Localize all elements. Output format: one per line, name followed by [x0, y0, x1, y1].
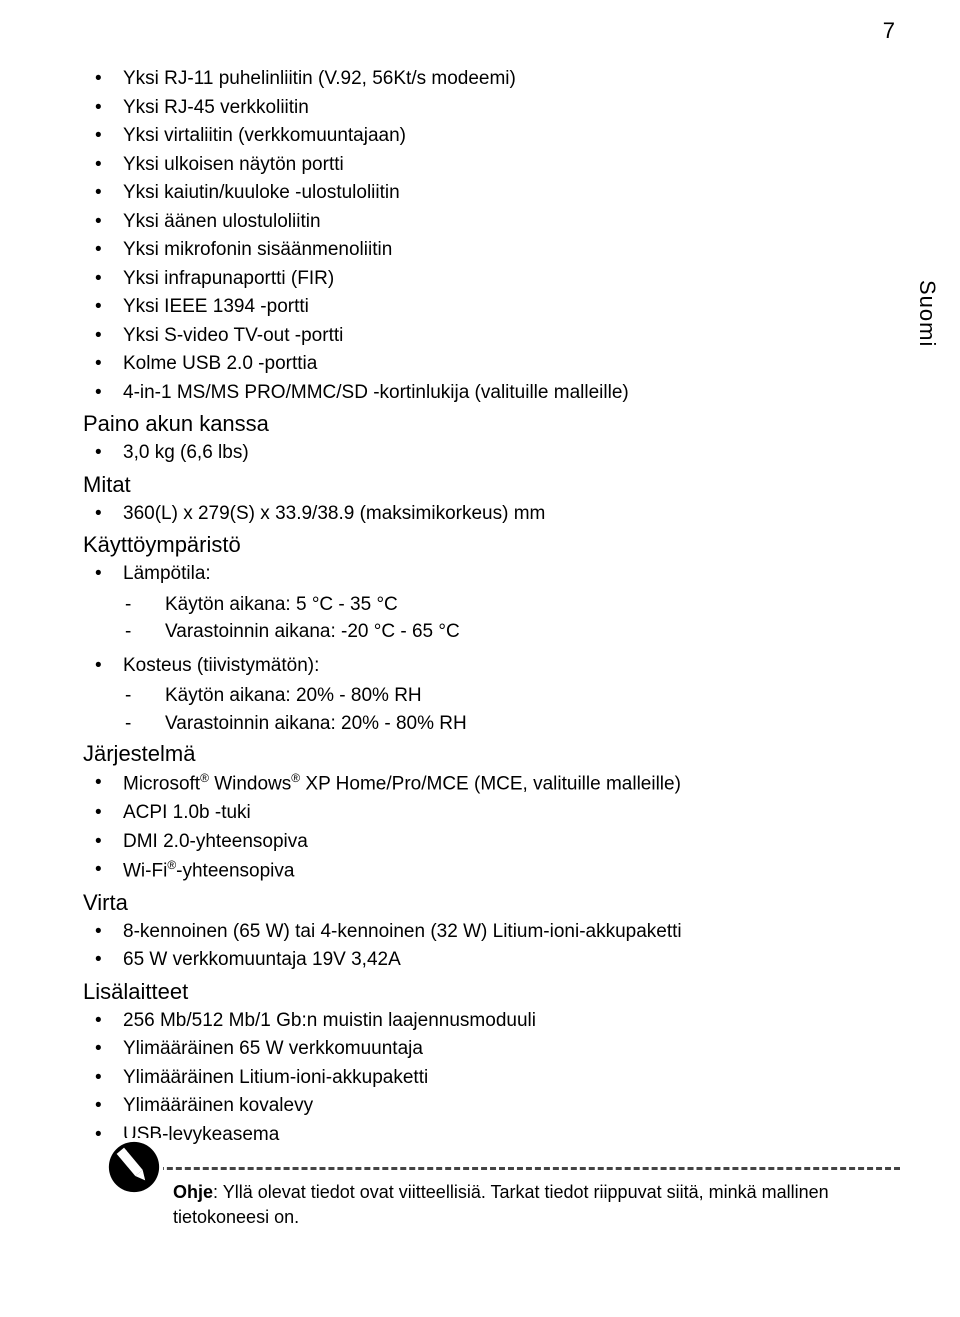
list-item: Yksi RJ-45 verkkoliitin [95, 94, 900, 123]
list-item: Kolme USB 2.0 -porttia [95, 350, 900, 379]
humidity-sublist: Käytön aikana: 20% - 80% RH Varastoinnin… [123, 682, 900, 737]
note-text: Ohje: Yllä olevat tiedot ovat viitteelli… [113, 1180, 900, 1229]
list-item: Wi-Fi®-yhteensopiva [95, 856, 900, 886]
heading-paino: Paino akun kanssa [83, 411, 900, 437]
list-item: 65 W verkkomuuntaja 19V 3,42A [95, 946, 900, 975]
list-item: 8-kennoinen (65 W) tai 4-kennoinen (32 W… [95, 918, 900, 947]
pencil-note-icon [105, 1138, 163, 1196]
note-label: Ohje [173, 1182, 213, 1202]
jarjestelma-list: Microsoft® Windows® XP Home/Pro/MCE (MCE… [95, 769, 900, 886]
virta-list: 8-kennoinen (65 W) tai 4-kennoinen (32 W… [95, 918, 900, 975]
list-item: DMI 2.0-yhteensopiva [95, 828, 900, 857]
temp-sublist: Käytön aikana: 5 °C - 35 °C Varastoinnin… [123, 591, 900, 646]
document-content: Yksi RJ-11 puhelinliitin (V.92, 56Kt/s m… [95, 30, 900, 1229]
list-item: Yksi infrapunaportti (FIR) [95, 265, 900, 294]
list-item: Käytön aikana: 5 °C - 35 °C [125, 591, 900, 619]
list-item: Varastoinnin aikana: 20% - 80% RH [125, 710, 900, 738]
list-item: Yksi äänen ulostuloliitin [95, 208, 900, 237]
list-item: Varastoinnin aikana: -20 °C - 65 °C [125, 618, 900, 646]
list-item: 3,0 kg (6,6 lbs) [95, 439, 900, 468]
language-side-label: Suomi [914, 280, 940, 347]
list-item: Lämpötila: Käytön aikana: 5 °C - 35 °C V… [95, 560, 900, 646]
heading-mitat: Mitat [83, 472, 900, 498]
list-item: Yksi S-video TV-out -portti [95, 322, 900, 351]
lisalaitteet-list: 256 Mb/512 Mb/1 Gb:n muistin laajennusmo… [95, 1007, 900, 1150]
note-body: : Yllä olevat tiedot ovat viitteellisiä.… [173, 1182, 829, 1226]
mitat-list: 360(L) x 279(S) x 33.9/38.9 (maksimikork… [95, 500, 900, 529]
list-item: Kosteus (tiivistymätön): Käytön aikana: … [95, 652, 900, 738]
list-item: 4-in-1 MS/MS PRO/MMC/SD -kortinlukija (v… [95, 379, 900, 408]
kayttoymparisto-list: Lämpötila: Käytön aikana: 5 °C - 35 °C V… [95, 560, 900, 737]
list-item: Microsoft® Windows® XP Home/Pro/MCE (MCE… [95, 769, 900, 799]
list-item: Käytön aikana: 20% - 80% RH [125, 682, 900, 710]
list-item: Yksi virtaliitin (verkkomuuntajaan) [95, 122, 900, 151]
list-item: Ylimääräinen 65 W verkkomuuntaja [95, 1035, 900, 1064]
humidity-label: Kosteus (tiivistymätön): [123, 655, 319, 676]
page-number: 7 [883, 18, 895, 44]
note-box: Ohje: Yllä olevat tiedot ovat viitteelli… [113, 1167, 900, 1229]
list-item: Ylimääräinen Litium-ioni-akkupaketti [95, 1064, 900, 1093]
list-item: 360(L) x 279(S) x 33.9/38.9 (maksimikork… [95, 500, 900, 529]
paino-list: 3,0 kg (6,6 lbs) [95, 439, 900, 468]
list-item: Yksi IEEE 1394 -portti [95, 293, 900, 322]
list-item: USB-levykeasema [95, 1121, 900, 1150]
list-item: ACPI 1.0b -tuki [95, 799, 900, 828]
heading-lisalaitteet: Lisälaitteet [83, 979, 900, 1005]
heading-virta: Virta [83, 890, 900, 916]
list-item: 256 Mb/512 Mb/1 Gb:n muistin laajennusmo… [95, 1007, 900, 1036]
list-item: Yksi kaiutin/kuuloke -ulostuloliitin [95, 179, 900, 208]
temp-label: Lämpötila: [123, 563, 211, 584]
io-list: Yksi RJ-11 puhelinliitin (V.92, 56Kt/s m… [95, 65, 900, 407]
list-item: Yksi RJ-11 puhelinliitin (V.92, 56Kt/s m… [95, 65, 900, 94]
heading-kayttoymparisto: Käyttöympäristö [83, 532, 900, 558]
heading-jarjestelma: Järjestelmä [83, 741, 900, 767]
list-item: Yksi ulkoisen näytön portti [95, 151, 900, 180]
list-item: Yksi mikrofonin sisäänmenoliitin [95, 236, 900, 265]
list-item: Ylimääräinen kovalevy [95, 1092, 900, 1121]
